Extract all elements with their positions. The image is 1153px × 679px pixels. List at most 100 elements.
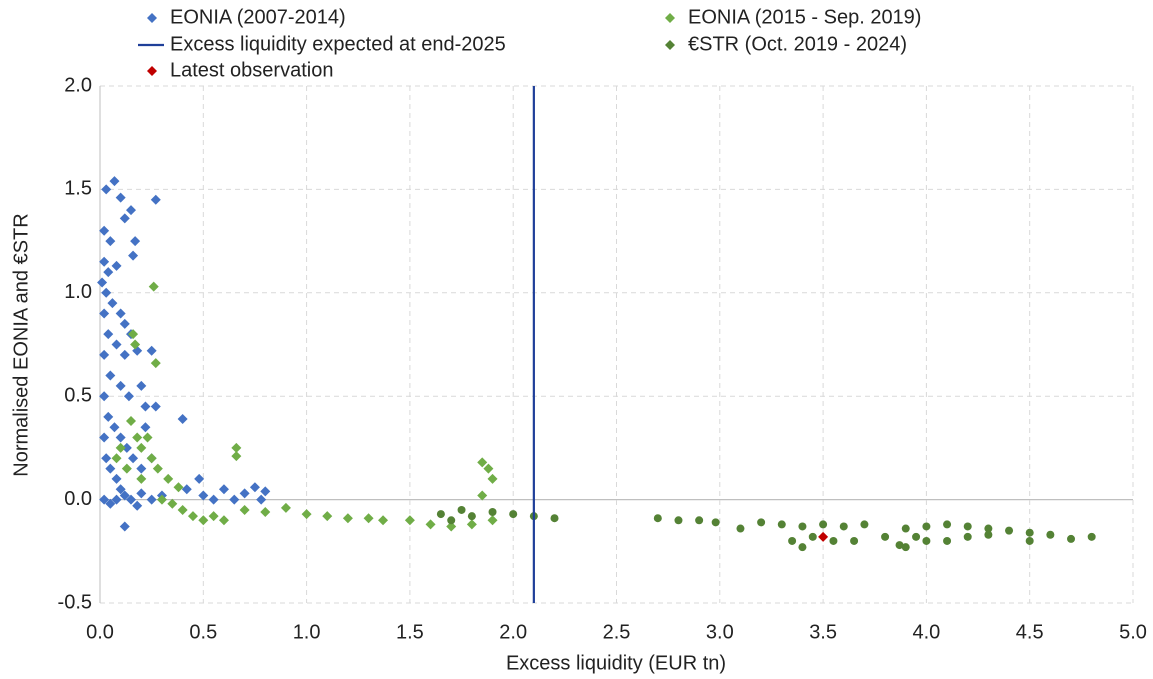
legend-label: EONIA (2007-2014) (170, 6, 346, 28)
point (342, 513, 353, 524)
point (850, 536, 859, 545)
point (136, 488, 147, 499)
point (115, 192, 126, 203)
x-tick-label: 2.0 (499, 621, 527, 643)
point (963, 522, 972, 531)
point (111, 339, 122, 350)
point (922, 522, 931, 531)
point (198, 515, 209, 526)
point (447, 516, 456, 525)
x-tick-label: 0.0 (86, 621, 114, 643)
point (467, 512, 476, 521)
point (119, 318, 130, 329)
point (249, 482, 260, 493)
point (146, 494, 157, 505)
point (404, 515, 415, 526)
point (674, 516, 683, 525)
point (487, 473, 498, 484)
point (105, 463, 116, 474)
x-tick-label: 3.5 (809, 621, 837, 643)
point (477, 490, 488, 501)
point (146, 453, 157, 464)
point (881, 532, 890, 541)
point (101, 287, 112, 298)
y-axis-title: Normalised EONIA and €STR (10, 213, 32, 476)
point (140, 422, 151, 433)
point (819, 520, 828, 529)
point (107, 298, 118, 309)
legend-marker (147, 13, 157, 23)
point (229, 494, 240, 505)
point (119, 349, 130, 360)
point (487, 515, 498, 526)
legend-label: €STR (Oct. 2019 - 2024) (688, 33, 907, 55)
point (218, 515, 229, 526)
point (111, 494, 122, 505)
point (136, 473, 147, 484)
point (711, 518, 720, 527)
point (829, 536, 838, 545)
point (239, 504, 250, 515)
point (1087, 532, 1096, 541)
legend-label: EONIA (2015 - Sep. 2019) (688, 6, 921, 28)
legend-marker (665, 40, 675, 50)
point (446, 521, 457, 532)
point (798, 522, 807, 531)
x-tick-label: 4.5 (1016, 621, 1044, 643)
point (167, 498, 178, 509)
x-tick-label: 1.0 (293, 621, 321, 643)
point (128, 453, 139, 464)
point (101, 453, 112, 464)
point (895, 541, 904, 550)
point (1025, 536, 1034, 545)
point (97, 277, 108, 288)
point (130, 339, 141, 350)
point (260, 507, 271, 518)
point (121, 442, 132, 453)
point (128, 250, 139, 261)
point (99, 308, 110, 319)
point (818, 531, 829, 542)
point (436, 510, 445, 519)
point (125, 416, 136, 427)
point (101, 184, 112, 195)
x-axis-title: Excess liquidity (EUR tn) (506, 652, 726, 674)
point (123, 391, 134, 402)
point (777, 520, 786, 529)
point (943, 536, 952, 545)
point (115, 308, 126, 319)
point (132, 500, 143, 511)
point (111, 260, 122, 271)
point (187, 511, 198, 522)
point (105, 236, 116, 247)
point (466, 519, 477, 530)
y-tick-label: 0.0 (64, 488, 92, 510)
point (798, 543, 807, 552)
point (757, 518, 766, 527)
point (99, 432, 110, 443)
point (136, 380, 147, 391)
point (103, 411, 114, 422)
point (963, 532, 972, 541)
point (115, 432, 126, 443)
point (115, 380, 126, 391)
point (142, 432, 153, 443)
y-tick-label: -0.5 (58, 591, 92, 613)
point (901, 524, 910, 533)
point (1025, 528, 1034, 537)
point (653, 514, 662, 523)
x-tick-label: 2.5 (603, 621, 631, 643)
point (177, 504, 188, 515)
point (99, 256, 110, 267)
point (839, 522, 848, 531)
point (99, 494, 110, 505)
point (109, 176, 120, 187)
point (231, 442, 242, 453)
point (109, 422, 120, 433)
point (103, 329, 114, 340)
y-tick-label: 2.0 (64, 74, 92, 96)
point (125, 205, 136, 216)
point (115, 484, 126, 495)
point (177, 413, 188, 424)
